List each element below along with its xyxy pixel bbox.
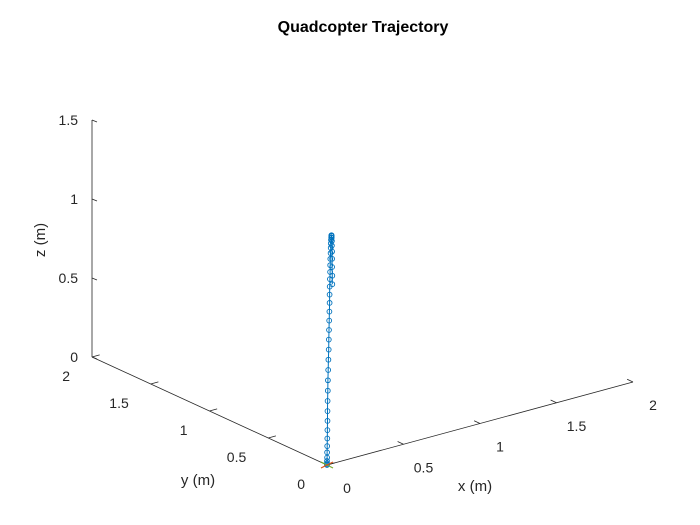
trajectory-point [329,281,336,288]
x-tick-label: 1 [496,439,504,455]
trajectory-point [324,443,331,449]
trajectory-point [325,346,332,353]
x-tick-label: 0.5 [414,459,434,475]
trajectory-point [326,291,333,298]
x-tick-mark [473,420,481,424]
y-tick-label: 1.5 [109,395,129,411]
x-tick-label: 2 [649,397,657,413]
x-tick-label: 0 [343,480,351,496]
trajectory-point [328,234,335,241]
trajectory-point [329,242,335,249]
y-tick-mark [150,381,159,385]
trajectory-point [325,356,332,363]
trajectory-point [324,408,331,414]
trajectory-point [326,308,333,315]
y-tick-label: 1 [180,422,188,438]
x-tick-mark [550,399,557,404]
z-tick-mark [91,119,98,123]
trajectory-point [324,418,331,424]
chart-title: Quadcopter Trajectory [278,19,449,36]
z-tick-label: 0.5 [59,270,79,286]
trajectory-point [324,458,330,464]
z-tick-mark [91,277,98,281]
z-axis-label: z (m) [32,223,49,257]
trajectory-point [326,327,332,333]
y-tick-label: 0 [297,476,305,492]
axes-3d [91,120,634,466]
trajectory-point [324,449,330,456]
trajectory-point [327,256,334,262]
y-tick-mark [91,354,100,358]
y-tick-label: 2 [62,368,70,384]
z-tick-label: 0 [70,349,78,365]
trajectory-point [324,427,331,433]
z-tick-label: 1 [70,191,78,207]
trajectory-point [324,435,331,442]
trajectory-point [329,248,335,255]
trajectory-point [329,272,336,279]
trajectory-point [325,367,332,373]
start-marker [320,461,334,469]
y-tick-mark [268,435,277,439]
x-tick-mark [397,441,404,445]
trajectory-point [329,264,335,270]
trajectory-series [320,232,336,469]
y-axis-label: y (m) [181,472,215,489]
z-tick-mark [91,356,98,360]
y-tick-label: 0.5 [227,449,247,465]
x-tick-mark [626,378,634,383]
x-tick-label: 1.5 [567,418,587,434]
trajectory-point [325,336,332,343]
y-tick-mark [209,408,218,412]
trajectory-point [326,317,333,324]
trajectory-point [324,387,331,394]
trajectory-point [329,255,335,262]
trajectory-point [325,377,331,384]
z-tick-mark [91,198,98,202]
trajectory-point [324,398,331,404]
trajectory-point [326,300,333,306]
x-axis-label: x (m) [458,478,492,495]
z-tick-label: 1.5 [59,112,79,128]
